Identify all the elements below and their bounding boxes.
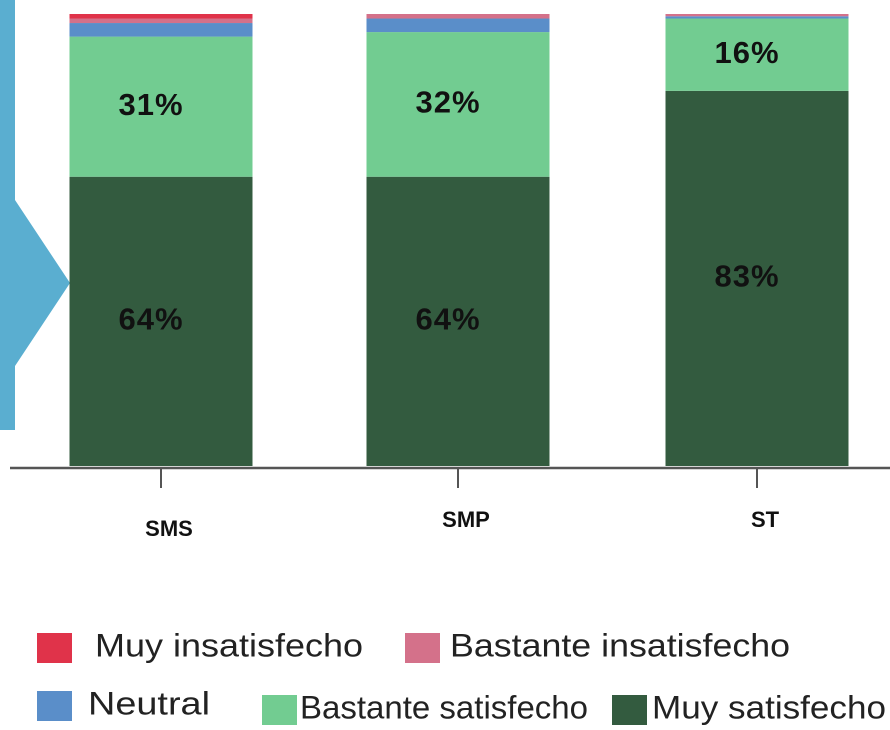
value-label: 64% (118, 302, 183, 337)
legend-swatch (37, 691, 72, 721)
value-label: 16% (714, 35, 779, 70)
bar-segment (69, 18, 253, 24)
bar-segment (366, 176, 550, 466)
legend-label: Bastante satisfecho (300, 689, 588, 725)
legend-label: Muy insatisfecho (95, 627, 363, 663)
bar-segment (665, 90, 849, 466)
bar-segment (366, 18, 550, 33)
bar-segment (69, 36, 253, 177)
legend-swatch (37, 633, 72, 663)
x-tick-label: ST (751, 507, 780, 532)
value-label: 83% (714, 259, 779, 294)
bar-segment (69, 14, 253, 19)
legend-swatch (612, 695, 647, 725)
legend-swatch (405, 633, 440, 663)
legend-label: Bastante insatisfecho (450, 627, 790, 663)
bar-segment (366, 32, 550, 177)
bar-segment (69, 23, 253, 37)
bar-segment (665, 18, 849, 91)
bar-segment (665, 16, 849, 19)
bar-segment (69, 176, 253, 466)
legend-label: Muy satisfecho (652, 689, 886, 725)
value-label: 31% (118, 87, 183, 122)
bar-segment (665, 14, 849, 17)
value-label: 32% (415, 85, 480, 120)
legend-label: Neutral (88, 685, 210, 721)
value-label: 64% (415, 302, 480, 337)
arrow-decoration (0, 0, 70, 430)
x-tick-label: SMP (442, 507, 490, 532)
legend-swatch (262, 695, 297, 725)
x-tick-label: SMS (145, 516, 193, 541)
bar-segment (366, 14, 550, 19)
